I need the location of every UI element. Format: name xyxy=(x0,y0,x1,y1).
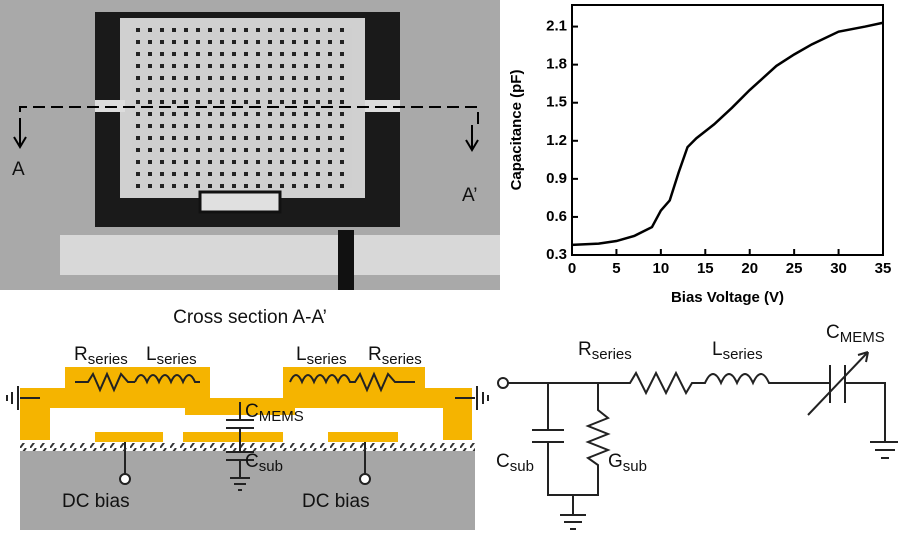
label-main: R xyxy=(368,344,382,365)
label-main: R xyxy=(578,339,592,360)
x-tick-label: 35 xyxy=(875,260,892,277)
label-sub: sub xyxy=(259,458,283,475)
y-tick-label: 1.8 xyxy=(546,56,567,73)
x-tick-label: 30 xyxy=(830,260,847,277)
component-label: DC bias xyxy=(62,491,130,512)
label-sub: MEMS xyxy=(840,329,885,346)
label-sub: MEMS xyxy=(259,408,304,425)
label-main: L xyxy=(712,339,723,360)
data-line xyxy=(571,21,884,247)
x-tick-label: 20 xyxy=(741,260,758,277)
x-axis-label: Bias Voltage (V) xyxy=(671,289,784,306)
plot-frame xyxy=(571,4,884,256)
component-label: Lseries xyxy=(146,344,197,368)
cross-section-title: Cross section A-A’ xyxy=(173,307,327,328)
component-label: Lseries xyxy=(712,339,763,363)
section-label: A xyxy=(12,159,25,180)
component-label: Rseries xyxy=(74,344,128,368)
y-tick-label: 1.2 xyxy=(546,132,567,149)
label-sub: series xyxy=(592,346,632,363)
y-tick-label: 0.6 xyxy=(546,208,567,225)
component-label: Csub xyxy=(245,451,283,475)
sem-image xyxy=(0,0,500,290)
label-sub: series xyxy=(723,346,763,363)
label-main: C xyxy=(245,451,259,472)
label-main: C xyxy=(826,322,840,343)
component-label: Lseries xyxy=(296,344,347,368)
y-tick-label: 0.3 xyxy=(546,246,567,263)
cross-section xyxy=(6,367,489,530)
label-sub: sub xyxy=(510,458,534,475)
x-tick-label: 5 xyxy=(612,260,620,277)
label-main: C xyxy=(245,401,259,422)
section-line xyxy=(19,106,479,130)
component-label: CMEMS xyxy=(245,401,304,425)
component-label: Gsub xyxy=(608,451,647,475)
y-tick-label: 2.1 xyxy=(546,18,567,35)
x-tick-label: 0 xyxy=(568,260,576,277)
label-sub: series xyxy=(88,351,128,368)
y-tick-label: 1.5 xyxy=(546,94,567,111)
label-sub: sub xyxy=(623,458,647,475)
label-sub: series xyxy=(382,351,422,368)
label-main: DC bias xyxy=(302,491,370,512)
y-tick-label: 0.9 xyxy=(546,170,567,187)
y-axis-label: Capacitance (pF) xyxy=(508,70,525,191)
component-label: CMEMS xyxy=(826,322,885,346)
label-main: L xyxy=(146,344,157,365)
label-main: C xyxy=(496,451,510,472)
component-label: Rseries xyxy=(578,339,632,363)
section-label: A’ xyxy=(462,185,477,206)
label-main: G xyxy=(608,451,623,472)
component-label: Rseries xyxy=(368,344,422,368)
arrow xyxy=(13,122,27,149)
label-sub: series xyxy=(307,351,347,368)
x-tick-label: 15 xyxy=(697,260,714,277)
label-main: L xyxy=(296,344,307,365)
label-main: DC bias xyxy=(62,491,130,512)
label-main: R xyxy=(74,344,88,365)
label-sub: series xyxy=(157,351,197,368)
circuit xyxy=(497,351,898,530)
component-label: DC bias xyxy=(302,491,370,512)
component-label: Csub xyxy=(496,451,534,475)
x-tick-label: 25 xyxy=(786,260,803,277)
arrow xyxy=(465,125,479,152)
x-tick-label: 10 xyxy=(653,260,670,277)
